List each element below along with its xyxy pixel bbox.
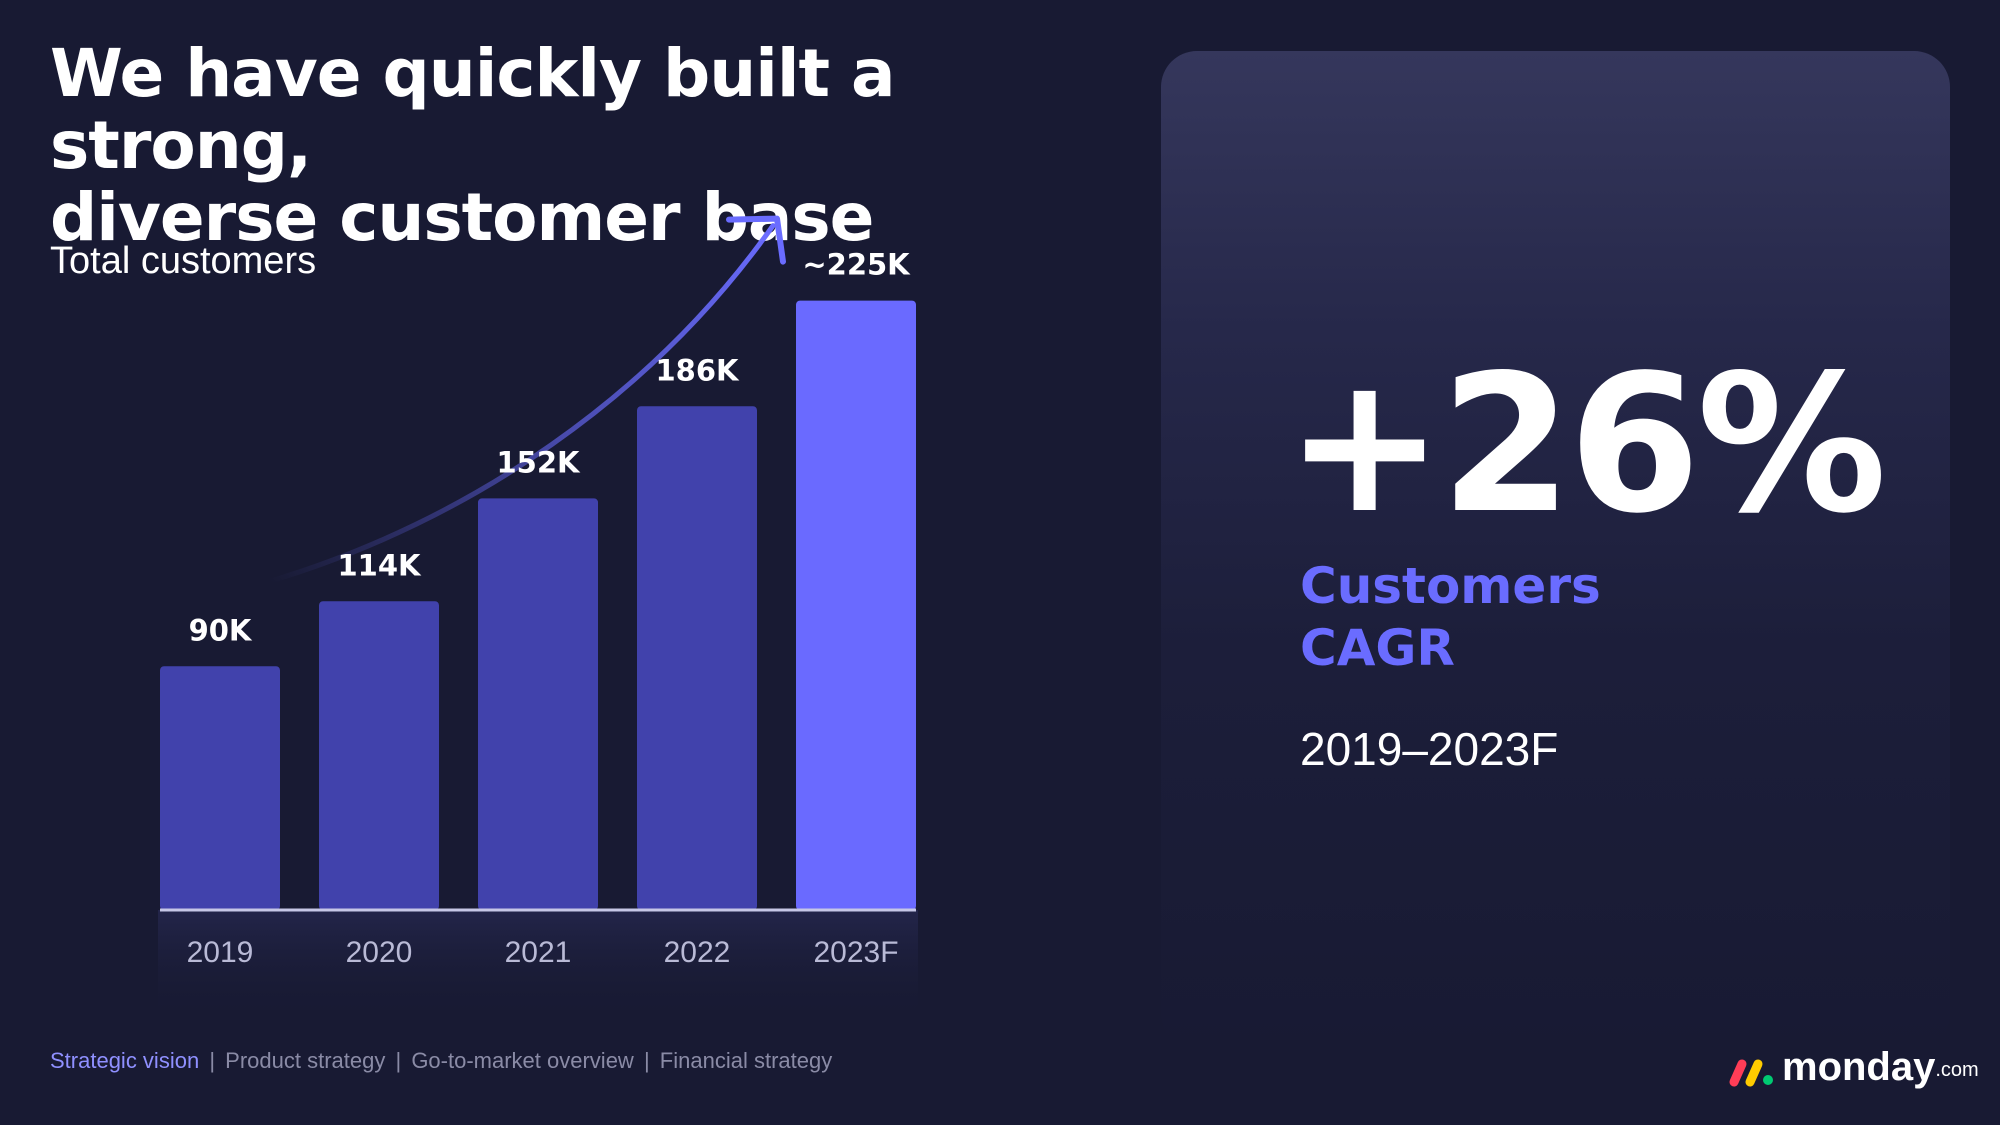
bar-2019	[160, 666, 280, 910]
logo-wordmark: monday	[1782, 1045, 1936, 1089]
cagr-label-line-2: CAGR	[1300, 619, 1455, 677]
data-label: ~225K	[802, 248, 911, 282]
kpi-panel	[1161, 51, 1950, 1051]
data-label: 186K	[655, 353, 740, 387]
monday-logo-icon	[1729, 1059, 1773, 1087]
data-label: 152K	[496, 445, 581, 479]
page-title-line-1: We have quickly built a strong,	[50, 35, 896, 184]
nav-separator: |	[643, 1048, 650, 1073]
customers-bar-chart: 90K 2019 114K 2020 152K 2021 186K 2022 ~225K 2023…	[158, 215, 918, 1020]
chart-title: Total customers	[50, 240, 317, 282]
monday-logo: monday .com	[1728, 1040, 1979, 1090]
bar-2020	[319, 601, 439, 910]
x-tick-label: 2023F	[813, 936, 898, 969]
bar-2022	[637, 406, 757, 910]
cagr-value: +26%	[1285, 334, 1887, 555]
page-title: We have quickly built a strong, diverse …	[50, 38, 1130, 254]
x-tick-label: 2019	[187, 936, 254, 969]
data-label: 90K	[189, 613, 253, 647]
axis-base-shade	[158, 910, 918, 1020]
section-nav: Strategic vision | Product strategy | Go…	[50, 1048, 832, 1074]
growth-arrow	[267, 223, 776, 584]
bar-2021	[478, 498, 598, 910]
logo-suffix: .com	[1935, 1059, 1979, 1081]
x-tick-label: 2021	[505, 936, 572, 969]
cagr-period: 2019–2023F	[1300, 723, 1559, 775]
nav-separator: |	[209, 1048, 216, 1073]
bar-2023f	[796, 300, 916, 910]
nav-item-financial-strategy[interactable]: Financial strategy	[659, 1048, 833, 1073]
nav-separator: |	[395, 1048, 402, 1073]
data-label: 114K	[337, 548, 422, 582]
nav-item-go-to-market[interactable]: Go-to-market overview	[411, 1048, 634, 1073]
growth-arrow-head	[726, 215, 786, 265]
cagr-label-line-1: Customers	[1300, 557, 1601, 615]
cagr-label: Customers CAGR	[1300, 555, 1601, 679]
x-tick-label: 2022	[664, 936, 731, 969]
nav-item-product-strategy[interactable]: Product strategy	[225, 1048, 386, 1073]
x-tick-label: 2020	[346, 936, 413, 969]
nav-item-strategic-vision[interactable]: Strategic vision	[50, 1048, 200, 1073]
